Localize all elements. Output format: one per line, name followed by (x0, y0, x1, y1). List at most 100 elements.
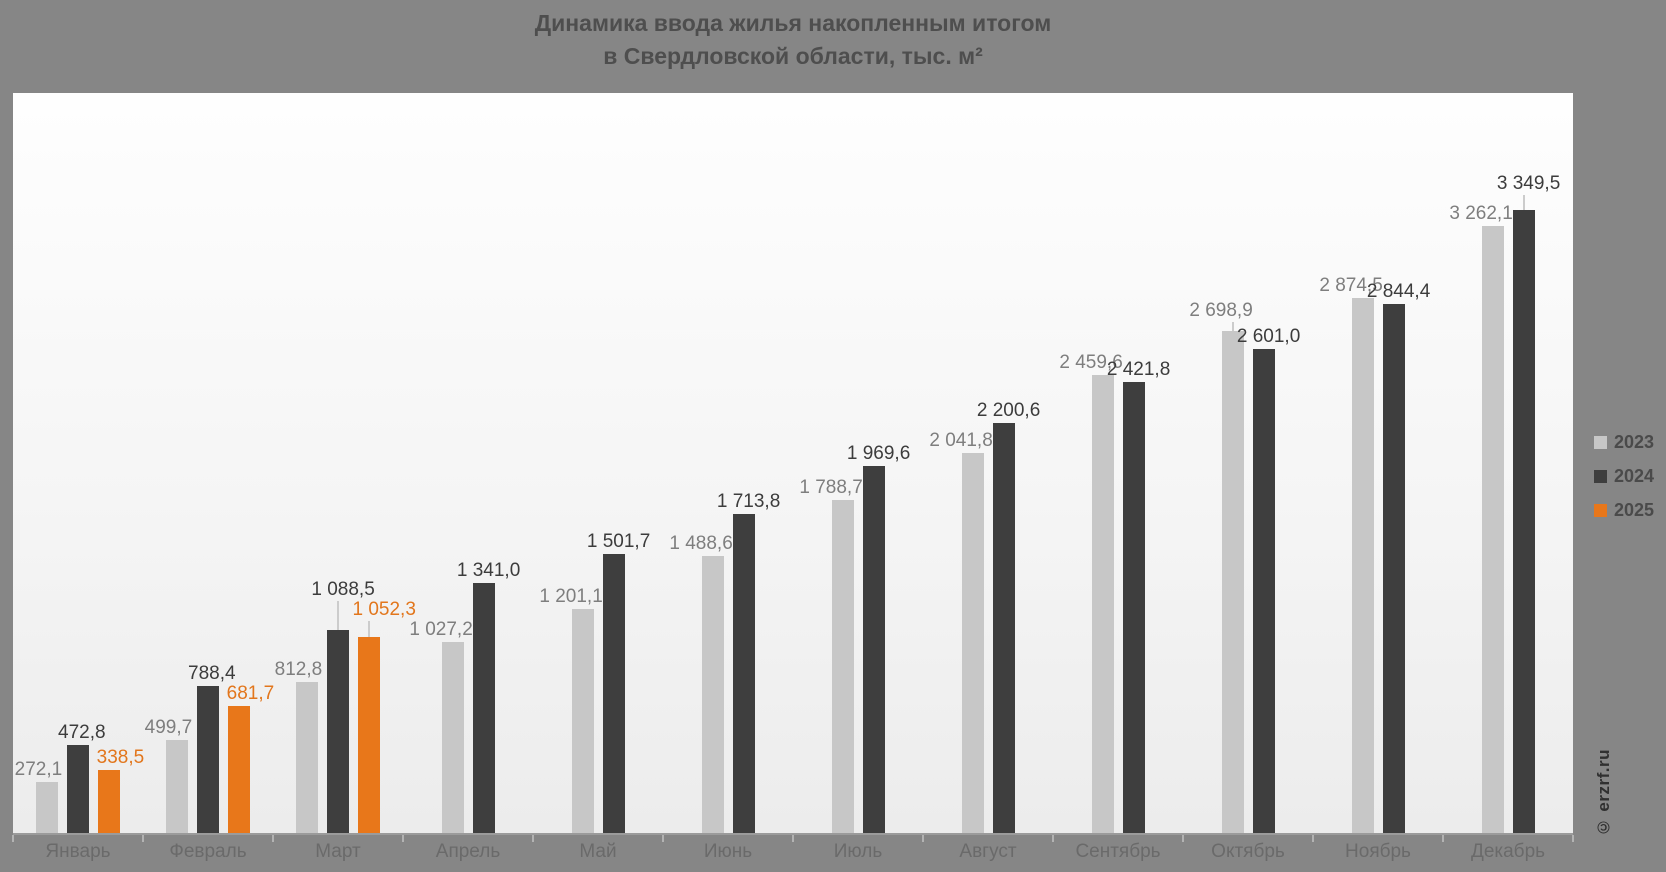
label-leader-line (337, 601, 339, 630)
x-axis-label-Июнь: Июнь (703, 841, 753, 862)
axis-tick (922, 835, 924, 842)
axis-tick (1052, 835, 1054, 842)
bar-2023-Май[interactable]: 1 201,1 (539, 587, 603, 833)
bar-2024-Декабрь[interactable]: 3 349,5 (1497, 174, 1560, 833)
x-axis-label-Февраль: Февраль (169, 841, 247, 862)
value-label-2024-Март: 1 088,5 (311, 579, 375, 600)
value-label-2023-Декабрь: 3 262,1 (1449, 203, 1513, 224)
value-label-2024-Февраль: 788,4 (188, 663, 236, 684)
bar-group-Март: 812,8 1 088,5 1 052,3 (273, 93, 416, 833)
bar-group-Май: 1 201,1 1 501,7 (533, 93, 663, 833)
value-label-2024-Декабрь: 3 349,5 (1496, 173, 1561, 194)
bar-2025-Март[interactable]: 1 052,3 (353, 600, 416, 833)
value-label-2024-Июнь: 1 713,8 (716, 491, 781, 512)
value-label-2023-Май: 1 201,1 (539, 586, 603, 607)
bar-group-Июль: 1 788,7 1 969,6 (793, 93, 923, 833)
axis-tick (532, 835, 534, 842)
axis-tick (272, 835, 274, 842)
legend-item-2024[interactable]: 2024 (1593, 466, 1654, 487)
bar-2024-Август[interactable]: 2 200,6 (977, 401, 1040, 833)
legend-label: 2023 (1613, 432, 1654, 452)
axis-tick (1572, 835, 1574, 842)
bar-2023-Ноябрь[interactable]: 2 874,5 (1319, 276, 1383, 833)
axis-tick (1312, 835, 1314, 842)
value-label-2024-Апрель: 1 341,0 (456, 560, 521, 581)
x-axis-labels: Январь Февраль Март Апрель Май Июнь Июль Август… (13, 841, 1573, 863)
bar-2024-Апрель[interactable]: 1 341,0 (457, 561, 520, 833)
bar-group-Ноябрь: 2 874,5 2 844,4 (1313, 93, 1443, 833)
value-label-2023-Июнь: 1 488,6 (669, 533, 733, 554)
value-label-2023-Февраль: 499,7 (144, 717, 193, 738)
value-label-2024-Ноябрь: 2 844,4 (1366, 281, 1431, 302)
bar-group-Август: 2 041,8 2 200,6 (923, 93, 1053, 833)
bar-2023-Октябрь[interactable]: 2 698,9 (1189, 301, 1253, 833)
x-axis-label-Апрель: Апрель (435, 841, 501, 862)
x-axis-label-Октябрь: Октябрь (1211, 841, 1285, 862)
legend: 2023 2024 2025 (1593, 432, 1654, 521)
x-axis-label-Ноябрь: Ноябрь (1345, 841, 1411, 862)
bar-2024-Сентябрь[interactable]: 2 421,8 (1107, 360, 1170, 833)
bar-group-Июнь: 1 488,6 1 713,8 (663, 93, 793, 833)
bar-group-Декабрь: 3 262,1 3 349,5 (1443, 93, 1573, 833)
x-axis-label-Июль: Июль (833, 841, 883, 862)
bar-2024-Июль[interactable]: 1 969,6 (847, 444, 910, 833)
bar-2023-Сентябрь[interactable]: 2 459,6 (1059, 353, 1123, 833)
bar-2023-Апрель[interactable]: 1 027,2 (409, 620, 473, 833)
bar-group-Сентябрь: 2 459,6 2 421,8 (1053, 93, 1183, 833)
bar-2024-Ноябрь[interactable]: 2 844,4 (1367, 282, 1430, 833)
value-label-2023-Август: 2 041,8 (929, 430, 993, 451)
bar-2024-Май[interactable]: 1 501,7 (587, 532, 650, 833)
bar-2023-Январь[interactable]: 272,1 (15, 760, 62, 833)
legend-label: 2025 (1613, 500, 1654, 520)
bar-2024-Январь[interactable]: 472,8 (58, 723, 106, 833)
bar-2023-Февраль[interactable]: 499,7 (145, 718, 192, 833)
bar-2023-Декабрь[interactable]: 3 262,1 (1449, 204, 1513, 833)
legend-item-2023[interactable]: 2023 (1593, 432, 1654, 453)
bar-2024-Март[interactable]: 1 088,5 (311, 580, 375, 833)
axis-tick (1442, 835, 1444, 842)
value-label-2024-Май: 1 501,7 (586, 531, 651, 552)
chart-title-line2: в Свердловской области, тыс. м² (603, 43, 983, 69)
label-leader-line (368, 621, 370, 637)
axis-tick (1182, 835, 1184, 842)
bar-2024-Июнь[interactable]: 1 713,8 (717, 492, 780, 833)
axis-tick (662, 835, 664, 842)
bar-2023-Март[interactable]: 812,8 (275, 660, 322, 833)
chart-title-line1: Динамика ввода жилья накопленным итогом (534, 10, 1052, 36)
value-label-2023-Март: 812,8 (274, 659, 323, 680)
x-axis-label-Май: Май (579, 841, 617, 862)
axis-tick (792, 835, 794, 842)
bar-2024-Февраль[interactable]: 788,4 (188, 664, 236, 833)
legend-label: 2024 (1613, 466, 1654, 486)
value-label-2024-Сентябрь: 2 421,8 (1106, 359, 1171, 380)
bar-2023-Июнь[interactable]: 1 488,6 (669, 534, 733, 833)
x-axis-label-Август: Август (959, 841, 1017, 862)
value-label-2023-Апрель: 1 027,2 (409, 619, 473, 640)
axis-tick (12, 835, 14, 842)
value-label-2023-Октябрь: 2 698,9 (1189, 300, 1253, 321)
x-axis-label-Декабрь: Декабрь (1470, 841, 1546, 862)
value-label-2023-Сентябрь: 2 459,6 (1059, 352, 1123, 373)
legend-swatch-icon (1593, 470, 1607, 483)
bar-2024-Октябрь[interactable]: 2 601,0 (1237, 327, 1300, 833)
bar-2023-Август[interactable]: 2 041,8 (929, 431, 993, 833)
axis-tick (142, 835, 144, 842)
bar-group-Январь: 272,1 472,8 338,5 (13, 93, 144, 833)
legend-item-2025[interactable]: 2025 (1593, 500, 1654, 521)
bar-2023-Июль[interactable]: 1 788,7 (799, 478, 863, 833)
bar-group-Апрель: 1 027,2 1 341,0 (403, 93, 533, 833)
plot-area: 272,1 472,8 338,5 499,7 788,4 681,7 812,8 1 088… (13, 93, 1573, 835)
x-axis-label-Сентябрь: Сентябрь (1075, 841, 1161, 862)
value-label-2023-Июль: 1 788,7 (799, 477, 863, 498)
value-label-2025-Февраль: 681,7 (226, 683, 275, 704)
bar-group-Октябрь: 2 698,9 2 601,0 (1183, 93, 1313, 833)
value-label-2023-Январь: 272,1 (14, 759, 63, 780)
value-label-2025-Январь: 338,5 (96, 747, 145, 768)
bar-2025-Февраль[interactable]: 681,7 (227, 684, 274, 833)
label-leader-line (1522, 195, 1525, 210)
value-label-2024-Июль: 1 969,6 (846, 443, 911, 464)
x-axis-label-Март: Март (315, 841, 361, 862)
watermark-link[interactable]: © erzrf.ru (1594, 748, 1613, 836)
bar-2025-Январь[interactable]: 338,5 (97, 748, 144, 833)
